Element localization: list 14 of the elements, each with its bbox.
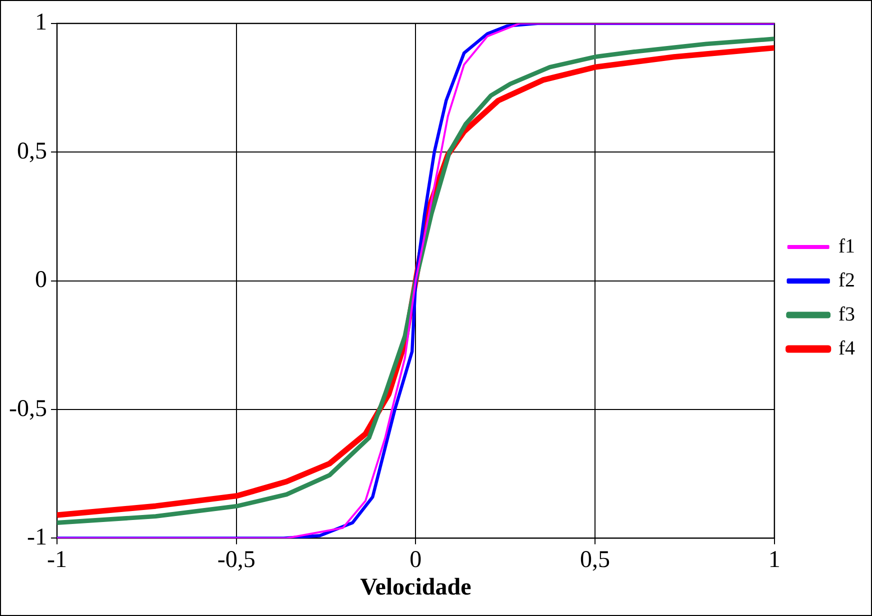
- y-tick-label: 1: [34, 10, 47, 36]
- y-tick-label: 0,5: [16, 138, 47, 164]
- y-tick-label: -1: [26, 524, 47, 550]
- x-axis-title: Velocidade: [360, 574, 472, 600]
- y-tick-label: -0,5: [8, 396, 47, 422]
- legend-label: f2: [838, 269, 856, 292]
- x-tick-label: 0: [410, 546, 422, 573]
- y-tick-label: 0: [34, 267, 47, 294]
- x-tick-label: -0,5: [217, 546, 256, 573]
- legend-label: f1: [838, 235, 856, 258]
- legend-label: f4: [838, 337, 856, 360]
- legend-label: f3: [838, 303, 856, 326]
- x-tick-label: 0,5: [580, 546, 610, 573]
- x-tick-label: 1: [768, 546, 780, 573]
